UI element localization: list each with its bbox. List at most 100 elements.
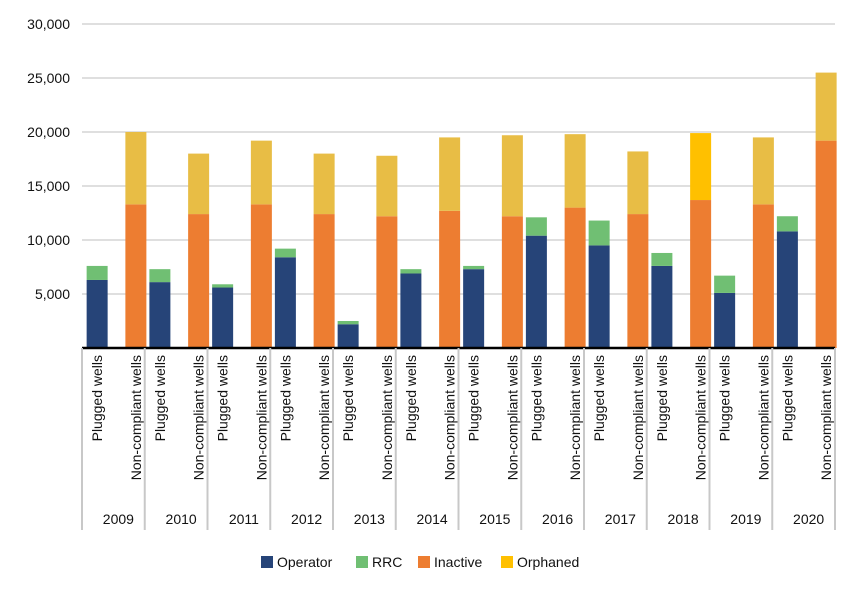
legend-label-operator: Operator xyxy=(277,554,333,570)
category-label-plugged: Plugged wells xyxy=(215,355,231,441)
bar-segment-inactive xyxy=(501,216,523,348)
category-label-noncompliant: Non-compliant wells xyxy=(818,355,834,480)
y-tick-label: 25,000 xyxy=(27,70,70,86)
y-tick-label: 30,000 xyxy=(27,16,70,32)
bar-segment-rrc xyxy=(86,265,108,280)
bar-segment-rrc xyxy=(149,269,171,283)
bar-segment-inactive xyxy=(250,204,272,348)
year-label: 2020 xyxy=(793,511,824,527)
category-label-noncompliant: Non-compliant wells xyxy=(442,355,458,480)
category-label-plugged: Plugged wells xyxy=(403,355,419,441)
category-label-plugged: Plugged wells xyxy=(340,355,356,441)
bar-segment-orphaned xyxy=(752,137,774,205)
bar-segment-operator xyxy=(86,279,108,348)
bar-segment-operator xyxy=(274,257,296,348)
bar-segment-operator xyxy=(337,324,359,348)
bar-segment-orphaned xyxy=(125,132,147,205)
bar-segment-orphaned xyxy=(313,153,335,215)
category-label-noncompliant: Non-compliant wells xyxy=(630,355,646,480)
bar-segment-inactive xyxy=(690,200,712,348)
bar-segment-operator xyxy=(212,287,234,348)
category-label-noncompliant: Non-compliant wells xyxy=(693,355,709,480)
x-axis: Plugged wells Non-compliant wells 2009 Plug… xyxy=(81,346,836,530)
year-label: 2016 xyxy=(542,511,573,527)
bar-segment-orphaned xyxy=(627,151,649,215)
year-label: 2013 xyxy=(354,511,385,527)
legend-swatch-orphaned xyxy=(501,556,513,568)
legend-swatch-operator xyxy=(261,556,273,568)
year-label: 2010 xyxy=(166,511,197,527)
bar-segment-operator xyxy=(588,245,610,348)
bar-segment-inactive xyxy=(439,210,461,348)
bar-segment-rrc xyxy=(400,269,422,274)
category-label-noncompliant: Non-compliant wells xyxy=(567,355,583,480)
category-label-plugged: Plugged wells xyxy=(528,355,544,441)
bar-segment-inactive xyxy=(313,214,335,348)
bar-segment-rrc xyxy=(212,284,234,288)
bar-segment-rrc xyxy=(337,321,359,325)
bar-segment-operator xyxy=(651,265,673,348)
category-label-plugged: Plugged wells xyxy=(717,355,733,441)
legend-label-orphaned: Orphaned xyxy=(517,554,579,570)
category-label-noncompliant: Non-compliant wells xyxy=(379,355,395,480)
bar-segment-rrc xyxy=(714,275,736,293)
legend: Operator RRC Inactive Orphaned xyxy=(261,554,579,570)
category-label-plugged: Plugged wells xyxy=(89,355,105,441)
bars xyxy=(86,72,837,348)
bar-segment-orphaned xyxy=(188,153,210,215)
bar-segment-orphaned xyxy=(501,135,523,217)
bar-segment-orphaned xyxy=(564,134,586,208)
year-label: 2012 xyxy=(291,511,322,527)
bar-segment-inactive xyxy=(376,216,398,348)
bar-segment-operator xyxy=(525,235,547,348)
y-axis: 5,000 10,000 15,000 20,000 25,000 30,000 xyxy=(27,16,70,302)
year-label: 2014 xyxy=(417,511,448,527)
legend-swatch-rrc xyxy=(356,556,368,568)
bar-segment-inactive xyxy=(752,204,774,348)
legend-label-inactive: Inactive xyxy=(434,554,482,570)
category-label-noncompliant: Non-compliant wells xyxy=(755,355,771,480)
bar-segment-operator xyxy=(714,292,736,348)
y-tick-label: 15,000 xyxy=(27,178,70,194)
bar-segment-rrc xyxy=(776,216,798,232)
category-label-plugged: Plugged wells xyxy=(152,355,168,441)
year-label: 2009 xyxy=(103,511,134,527)
category-label-plugged: Plugged wells xyxy=(466,355,482,441)
y-tick-label: 20,000 xyxy=(27,124,70,140)
category-label-noncompliant: Non-compliant wells xyxy=(128,355,144,480)
category-label-noncompliant: Non-compliant wells xyxy=(253,355,269,480)
category-label-plugged: Plugged wells xyxy=(277,355,293,441)
bar-segment-orphaned xyxy=(439,137,461,211)
bar-segment-inactive xyxy=(815,140,837,348)
bar-segment-inactive xyxy=(125,204,147,348)
bar-segment-operator xyxy=(463,269,485,348)
bar-segment-operator xyxy=(776,231,798,348)
bar-segment-inactive xyxy=(564,207,586,348)
category-label-noncompliant: Non-compliant wells xyxy=(504,355,520,480)
category-label-plugged: Plugged wells xyxy=(779,355,795,441)
bar-segment-operator xyxy=(400,273,422,348)
bar-segment-rrc xyxy=(525,217,547,236)
category-label-plugged: Plugged wells xyxy=(654,355,670,441)
year-label: 2019 xyxy=(730,511,761,527)
bar-segment-rrc xyxy=(588,220,610,246)
y-tick-label: 5,000 xyxy=(35,286,70,302)
bar-segment-orphaned xyxy=(376,155,398,217)
year-label: 2018 xyxy=(668,511,699,527)
bar-segment-orphaned xyxy=(250,140,272,205)
bar-segment-rrc xyxy=(274,248,296,258)
year-label: 2017 xyxy=(605,511,636,527)
bar-segment-rrc xyxy=(463,265,485,270)
category-label-plugged: Plugged wells xyxy=(591,355,607,441)
bar-segment-operator xyxy=(149,282,171,348)
bar-segment-inactive xyxy=(627,214,649,348)
bar-segment-rrc xyxy=(651,252,673,266)
y-tick-label: 10,000 xyxy=(27,232,70,248)
category-label-noncompliant: Non-compliant wells xyxy=(316,355,332,480)
category-label-noncompliant: Non-compliant wells xyxy=(191,355,207,480)
legend-swatch-inactive xyxy=(418,556,430,568)
bar-segment-orphaned xyxy=(815,72,837,141)
legend-label-rrc: RRC xyxy=(372,554,402,570)
bar-segment-orphaned xyxy=(690,133,712,201)
